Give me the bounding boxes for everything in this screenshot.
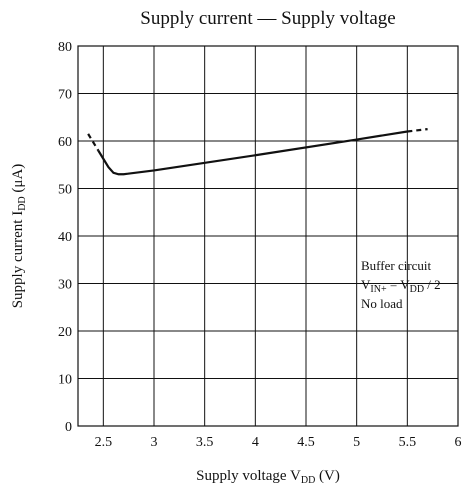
curve	[407, 128, 428, 133]
subscript: DD	[301, 475, 315, 486]
subscript: IN+	[370, 284, 387, 295]
annotation: VIN+ = VDD / 2	[361, 277, 441, 295]
text-part: (μA)	[10, 164, 26, 197]
y-tick-label: 40	[58, 230, 72, 245]
y-tick-label: 0	[65, 420, 72, 435]
y-axis-label: Supply current IDD (μA)	[10, 164, 28, 309]
x-tick-label: 4.5	[297, 435, 315, 450]
annotation: No load	[361, 296, 403, 311]
y-tick-label: 70	[58, 88, 72, 103]
x-tick-label: 5.5	[399, 435, 417, 450]
subscript: DD	[410, 284, 424, 295]
y-tick-label: 10	[58, 373, 72, 388]
curve	[97, 130, 408, 176]
chart-title: Supply current — Supply voltage	[140, 8, 395, 29]
y-tick-label: 60	[58, 135, 72, 150]
annotation: Buffer circuit	[361, 258, 432, 273]
curve	[87, 133, 100, 152]
text-part: Supply voltage V	[196, 468, 301, 484]
x-tick-label: 5	[353, 435, 360, 450]
x-tick-label: 4	[252, 435, 259, 450]
text-part: / 2	[424, 277, 441, 292]
y-tick-label: 80	[58, 40, 72, 55]
x-tick-label: 2.5	[95, 435, 113, 450]
text-part: = V	[387, 277, 411, 292]
y-tick-label: 50	[58, 183, 72, 198]
text-part: Buffer circuit	[361, 258, 432, 273]
x-tick-label: 6	[455, 435, 462, 450]
subscript: DD	[17, 196, 28, 210]
x-axis-label: Supply voltage VDD (V)	[196, 468, 340, 486]
y-tick-label: 20	[58, 325, 72, 340]
x-tick-label: 3.5	[196, 435, 214, 450]
text-part: No load	[361, 296, 403, 311]
y-tick-label: 30	[58, 278, 72, 293]
text-part: V	[361, 277, 371, 292]
text-part: (V)	[315, 468, 340, 484]
text-part: Supply current I	[10, 211, 26, 308]
plot-frame	[77, 45, 459, 427]
x-tick-label: 3	[151, 435, 158, 450]
